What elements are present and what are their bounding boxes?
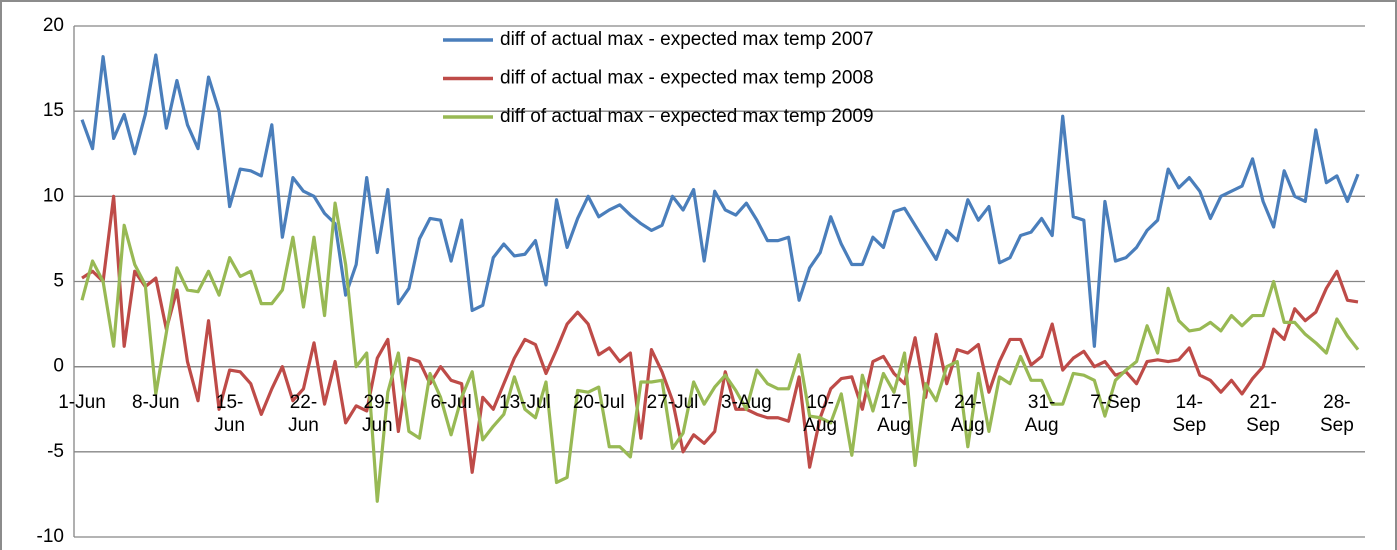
x-tick-label: 3-Aug [721,391,772,413]
y-tick-label: 0 [53,356,64,377]
x-tick-label: 20-Jul [572,391,625,413]
legend-label: diff of actual max - expected max temp 2… [500,68,874,89]
x-tick-label: 27-Jul [646,391,699,413]
y-tick-label: 20 [43,15,64,36]
y-tick-label: 5 [53,271,64,292]
x-tick-label: 17-Aug [877,391,911,436]
y-tick-label: 15 [43,100,64,121]
series-line [80,53,1360,348]
x-tick-label: 29-Jun [361,391,393,436]
legend-label: diff of actual max - expected max temp 2… [500,106,874,127]
x-tick-label: 8-Jun [132,391,180,413]
legend-label: diff of actual max - expected max temp 2… [500,29,874,50]
x-tick-label: 22-Jun [288,391,319,436]
x-tick-label: 28-Sep [1320,391,1354,436]
x-tick-label: 24-Aug [950,391,985,436]
x-tick-label: 10-Aug [803,391,838,436]
y-tick-label: -10 [37,526,64,547]
x-tick-label: 7-Sep [1090,391,1141,413]
x-tick-label: 15-Jun [214,391,245,436]
y-tick-label: 10 [43,185,64,206]
series-line [81,194,1359,474]
x-tick-label: 14-Sep [1172,391,1207,436]
y-tick-label: -5 [47,441,64,462]
x-tick-label: 1-Jun [58,391,106,413]
series-line [80,201,1360,503]
x-tick-label: 31-Aug [1024,391,1059,436]
x-tick-label: 13-Jul [499,391,551,413]
x-tick-label: 21-Sep [1246,391,1280,436]
x-tick-label: 6-Jul [430,391,472,413]
